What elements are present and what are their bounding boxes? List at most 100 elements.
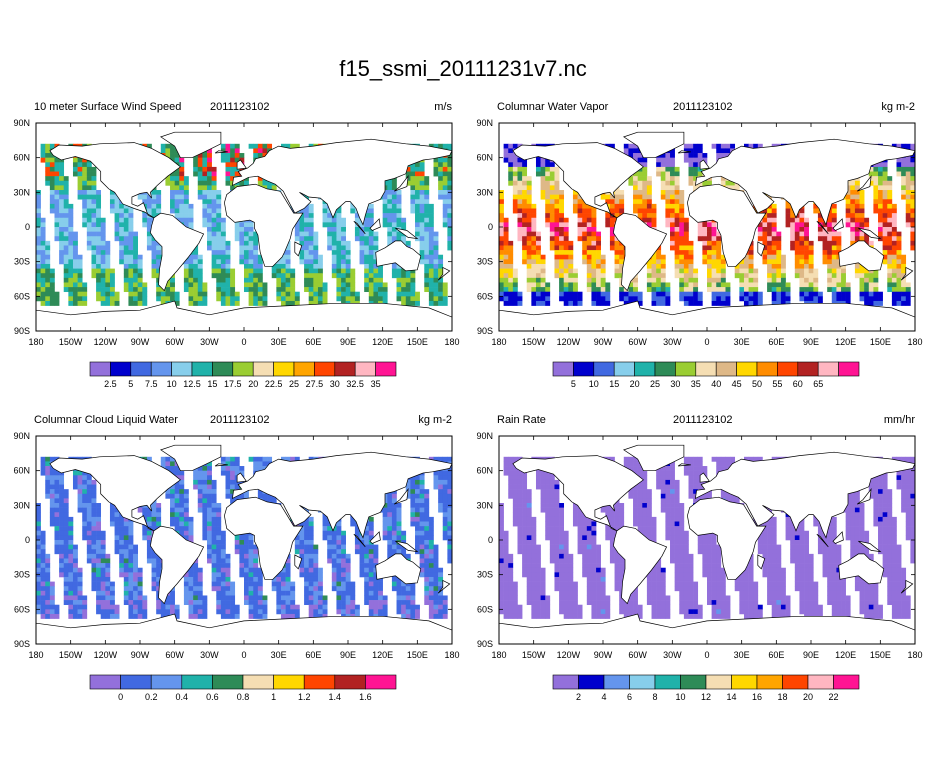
data-cell	[308, 273, 314, 279]
data-cell	[517, 291, 523, 297]
data-cell	[665, 166, 671, 172]
data-cell	[517, 180, 523, 186]
data-cell	[447, 456, 452, 462]
data-cell	[156, 194, 162, 200]
data-cell	[146, 245, 152, 251]
data-cell	[382, 282, 388, 288]
data-cell	[128, 222, 134, 228]
data-cell	[114, 194, 120, 200]
data-cell	[559, 231, 565, 237]
data-cell	[156, 259, 162, 265]
data-cell	[59, 475, 65, 481]
data-cell	[364, 282, 370, 288]
data-cell	[174, 300, 180, 306]
data-cell	[790, 236, 796, 242]
data-cell	[317, 287, 323, 293]
data-cell	[901, 254, 907, 260]
data-cell	[633, 203, 638, 209]
data-cell	[582, 254, 588, 260]
lon-label: 60W	[628, 337, 647, 347]
data-cell	[202, 203, 208, 209]
data-cell	[526, 227, 532, 232]
data-cell	[197, 470, 203, 476]
data-cell	[197, 489, 203, 495]
data-cell	[262, 148, 268, 154]
data-cell	[864, 273, 870, 279]
data-cell	[688, 171, 694, 177]
data-cell	[526, 222, 532, 228]
data-cell	[596, 300, 601, 306]
data-cell	[72, 166, 78, 172]
lon-label: 90E	[803, 337, 819, 347]
data-cell	[693, 282, 699, 288]
data-cell	[660, 263, 666, 269]
data-cell	[447, 176, 452, 182]
colorbar-label: 20	[630, 379, 640, 389]
data-cell	[503, 217, 509, 223]
data-cell	[433, 296, 439, 302]
data-cell	[447, 171, 452, 177]
data-cell	[188, 263, 194, 269]
data-cell	[836, 240, 842, 246]
data-cell	[785, 203, 791, 209]
data-cell	[59, 190, 65, 195]
data-cell	[554, 213, 560, 219]
data-cell	[239, 245, 245, 251]
data-cell	[702, 166, 708, 172]
data-cell	[670, 240, 675, 246]
data-cell	[63, 273, 69, 279]
data-cell	[234, 231, 240, 237]
data-cell	[285, 282, 291, 288]
data-cell	[63, 227, 69, 232]
data-cell	[327, 245, 333, 251]
data-cell	[207, 148, 212, 154]
data-cell	[882, 190, 888, 195]
data-cell	[225, 180, 231, 186]
data-cell	[442, 171, 448, 177]
data-cell	[882, 203, 888, 209]
data-cell	[633, 143, 638, 149]
data-cell	[220, 300, 226, 306]
data-cell	[82, 479, 88, 485]
data-cell	[183, 213, 189, 219]
data-cell	[600, 291, 606, 297]
data-cell	[77, 190, 83, 195]
data-cell	[77, 157, 83, 163]
data-cell	[545, 199, 551, 205]
data-cell	[36, 217, 41, 223]
data-cell	[817, 227, 823, 232]
data-cell	[419, 213, 425, 219]
data-cell	[582, 213, 588, 219]
data-cell	[609, 217, 615, 223]
data-cell	[651, 222, 657, 228]
data-cell	[831, 240, 837, 246]
data-cell	[359, 236, 365, 242]
data-cell	[623, 148, 629, 154]
data-cell	[526, 203, 532, 209]
data-cell	[36, 208, 41, 214]
data-cell	[49, 185, 55, 191]
data-cell	[656, 300, 662, 306]
data-cell	[294, 222, 300, 228]
data-cell	[354, 231, 360, 237]
data-cell	[364, 245, 370, 251]
data-cell	[531, 245, 537, 251]
data-cell	[188, 222, 194, 228]
data-cell	[776, 277, 782, 283]
data-cell	[428, 240, 434, 246]
data-cell	[753, 282, 759, 288]
data-cell	[59, 166, 65, 172]
data-cell	[72, 470, 78, 476]
data-cell	[512, 277, 518, 283]
data-cell	[72, 254, 78, 260]
data-cell	[628, 180, 634, 186]
coastline-13	[214, 150, 228, 154]
data-cell	[517, 176, 523, 182]
data-cell	[609, 143, 615, 149]
data-cell	[183, 203, 189, 209]
data-cell	[887, 231, 893, 237]
data-cell	[188, 213, 194, 219]
data-cell	[767, 277, 773, 283]
data-cell	[512, 208, 518, 214]
data-cell	[40, 245, 46, 251]
